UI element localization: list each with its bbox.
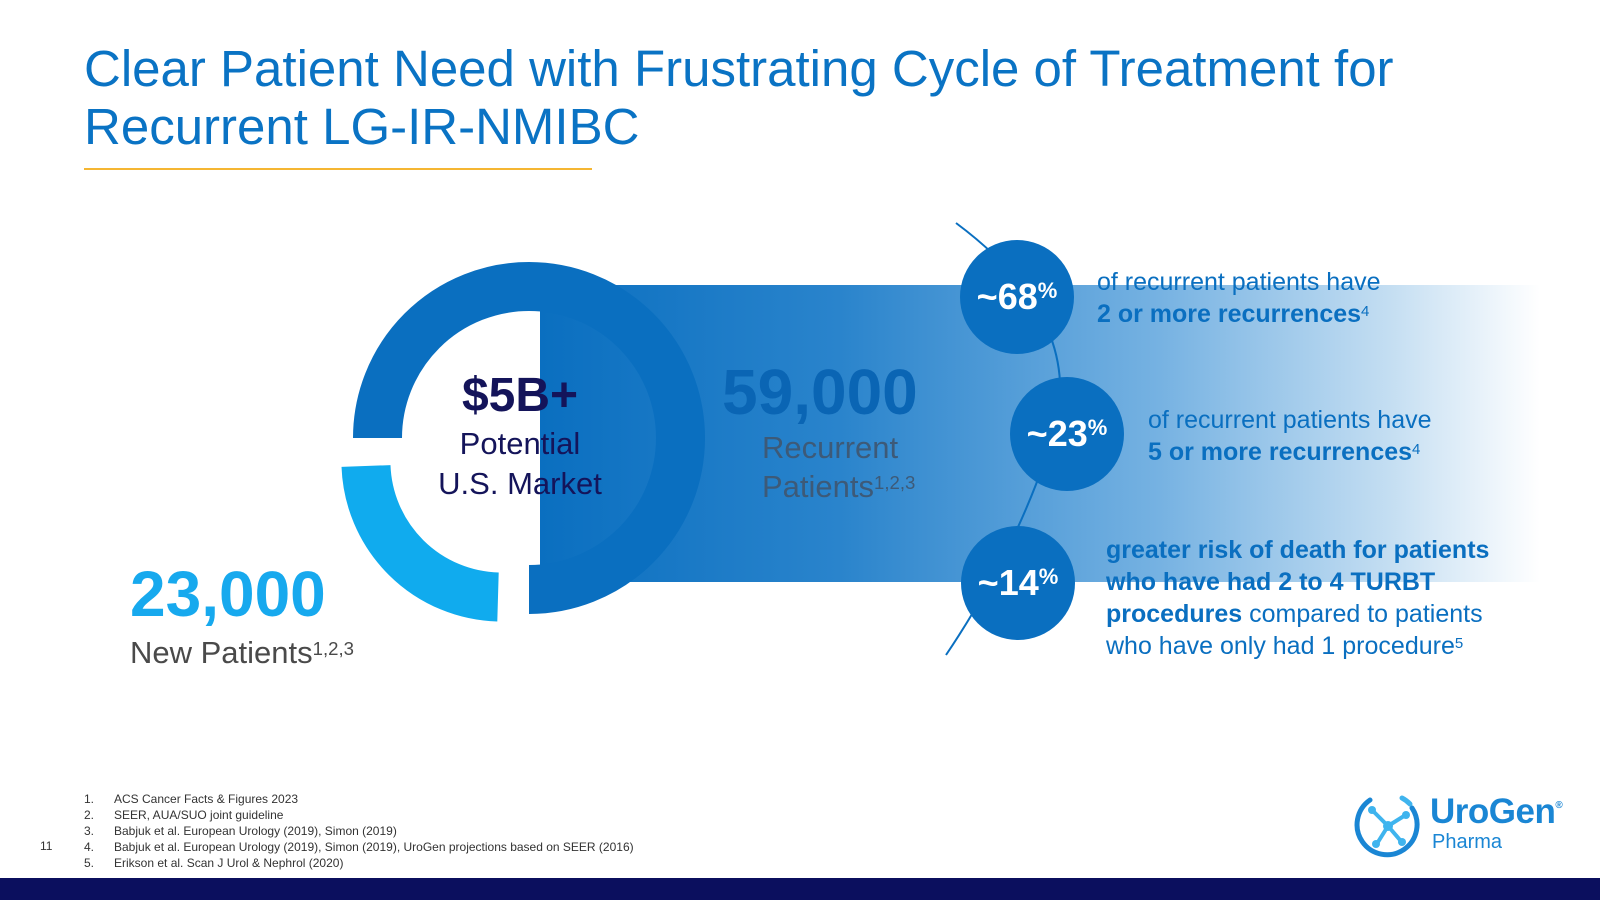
logo-trademark: ®	[1555, 800, 1563, 811]
stat-bubble-1: ~68%	[960, 240, 1074, 354]
stat-3-text-bold: greater risk of death for patients who h…	[1106, 536, 1490, 628]
stat-2-ref: 4	[1412, 441, 1421, 458]
footnote-number: 5.	[84, 856, 95, 870]
logo-wordmark: UroGen®	[1430, 792, 1563, 832]
market-size-block: $5B+ Potential U.S. Market	[405, 368, 635, 504]
new-patients-count: 23,000	[130, 558, 326, 630]
urogen-logo-mark-icon	[1354, 795, 1420, 858]
recurrent-patients-label-line-2-text: Patients	[762, 469, 875, 504]
stat-1-value: ~68	[976, 276, 1038, 317]
recurrent-patients-count: 59,000	[722, 356, 918, 428]
stat-3-text-normal: compared to patients who have only had 1…	[1106, 600, 1483, 660]
footnote-text: Erikson et al. Scan J Urol & Nephrol (20…	[114, 856, 344, 870]
stat-3-unit: %	[1038, 564, 1059, 589]
footnote-text: Babjuk et al. European Urology (2019), S…	[114, 824, 397, 838]
stat-1-text-bold-line: 2 or more recurrences4	[1097, 298, 1517, 330]
footnote-number: 1.	[84, 792, 95, 806]
stat-2-text-bold-line: 5 or more recurrences4	[1148, 436, 1568, 468]
new-ring-segment	[341, 464, 500, 622]
recurrent-patients-label-line-2: Patients1,2,3	[762, 467, 915, 506]
recurrent-patients-label: Recurrent Patients1,2,3	[762, 428, 915, 506]
footnote-item: 5. Erikson et al. Scan J Urol & Nephrol (…	[84, 855, 634, 871]
footer-bar	[0, 878, 1600, 900]
footnote-item: 2. SEER, AUA/SUO joint guideline	[84, 807, 634, 823]
logo-name: UroGen	[1430, 792, 1556, 831]
recurrent-patients-refs: 1,2,3	[874, 472, 916, 493]
recurrent-patients-label-line-1: Recurrent	[762, 430, 899, 465]
urogen-logo: UroGen® Pharma	[1352, 790, 1572, 862]
stat-bubble-2: ~23%	[1010, 377, 1124, 491]
market-value: $5B+	[461, 369, 579, 422]
logo-subtitle: Pharma	[1432, 831, 1503, 853]
slide-title-line-1: Clear Patient Need with Frustrating Cycl…	[84, 40, 1394, 97]
stat-1-description: of recurrent patients have 2 or more rec…	[1097, 266, 1517, 330]
footnote-number: 4.	[84, 840, 95, 854]
new-patients-refs: 1,2,3	[312, 638, 354, 659]
stat-bubble-3: ~14%	[961, 526, 1075, 640]
stat-1-ref: 4	[1361, 303, 1370, 320]
footnote-text: SEER, AUA/SUO joint guideline	[114, 808, 284, 822]
footnote-text: ACS Cancer Facts & Figures 2023	[114, 792, 299, 806]
slide-title: Clear Patient Need with Frustrating Cycl…	[84, 40, 1534, 156]
footnote-item: 1. ACS Cancer Facts & Figures 2023	[84, 791, 634, 807]
market-label-line-1: Potential	[459, 426, 581, 461]
new-patients-label-text: New Patients	[130, 635, 313, 670]
footnote-item: 3. Babjuk et al. European Urology (2019),…	[84, 823, 634, 839]
stat-2-description: of recurrent patients have 5 or more rec…	[1148, 404, 1568, 468]
stat-2-unit: %	[1087, 415, 1108, 440]
page-number: 11	[40, 839, 53, 853]
stat-3-value: ~14	[977, 562, 1039, 603]
stat-3-description: greater risk of death for patients who h…	[1106, 534, 1526, 662]
footnote-number: 2.	[84, 808, 95, 822]
footnote-text: Babjuk et al. European Urology (2019), S…	[114, 840, 634, 854]
stat-3-ref: 5	[1454, 635, 1464, 652]
slide-title-line-2: Recurrent LG-IR-NMIBC	[84, 98, 640, 155]
new-patients-label: New Patients1,2,3	[130, 634, 354, 672]
stat-1-unit: %	[1037, 278, 1058, 303]
stat-1-text-normal: of recurrent patients have	[1097, 268, 1381, 296]
stat-2-text-normal: of recurrent patients have	[1148, 406, 1432, 434]
stat-2-text-bold: 5 or more recurrences	[1148, 438, 1413, 466]
title-underline	[84, 168, 592, 170]
stat-1-text-bold: 2 or more recurrences	[1097, 300, 1362, 328]
stat-2-value: ~23	[1026, 413, 1088, 454]
footnotes-list: 1. ACS Cancer Facts & Figures 2023 2. SEER…	[84, 791, 634, 871]
recurrent-ring-segment	[353, 262, 705, 614]
market-label-line-2: U.S. Market	[438, 466, 602, 501]
footnote-item: 4. Babjuk et al. European Urology (2019),…	[84, 839, 634, 855]
footnote-number: 3.	[84, 824, 95, 838]
